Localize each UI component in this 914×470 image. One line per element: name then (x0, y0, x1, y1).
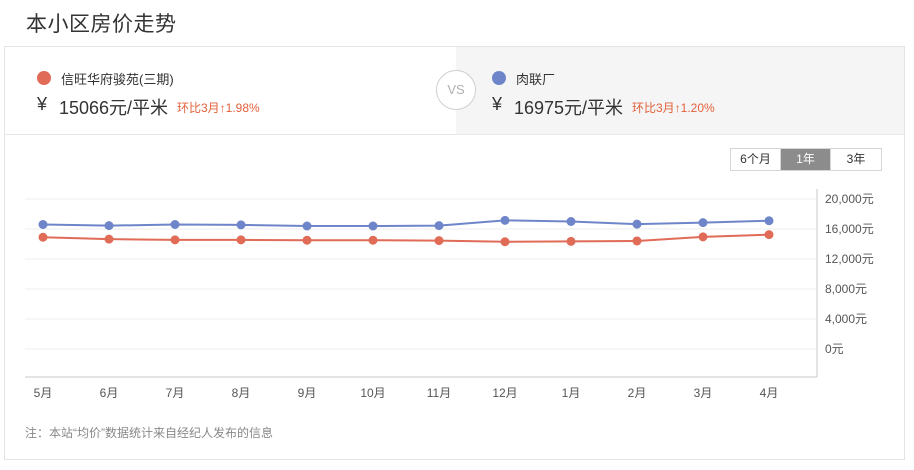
series-1-point (38, 232, 48, 242)
series-0-point (170, 220, 180, 229)
vs-badge: VS (436, 70, 476, 110)
left-change: 环比3月↑1.98% (177, 101, 260, 115)
left-series-dot (37, 71, 51, 85)
series-0-point (434, 221, 444, 231)
left-price: 15066元/平米 (59, 98, 169, 118)
series-1-point (632, 236, 642, 246)
x-tick-label: 5月 (34, 386, 53, 400)
series-1-point (368, 235, 378, 245)
right-currency-symbol: ¥ (492, 94, 503, 114)
x-tick-label: 2月 (628, 386, 647, 400)
x-tick-label: 8月 (232, 386, 251, 400)
y-tick-label: 20,000元 (825, 192, 874, 206)
series-1-point (302, 235, 312, 245)
series-1-point (566, 236, 576, 246)
series-1-point (698, 232, 708, 242)
series-line-1 (42, 233, 770, 243)
series-0-point (698, 218, 708, 228)
x-tick-label: 3月 (694, 386, 713, 400)
series-1-point (170, 235, 180, 245)
range-6-months-button[interactable]: 6个月 (731, 149, 781, 170)
price-trend-chart: 20,000元 16,000元 12,000元 8,000元 4,000元 0元 5月 6月 7… (25, 189, 874, 400)
footnote: 注：本站“均价”数据统计来自经纪人发布的信息 (25, 426, 273, 440)
x-tick-label: 12月 (492, 386, 517, 400)
series-1-point (434, 236, 444, 246)
y-tick-label: 12,000元 (825, 252, 874, 266)
range-3-years-button[interactable]: 3年 (831, 149, 881, 170)
right-price: 16975元/平米 (514, 98, 624, 118)
time-range-selector: 6个月 1年 3年 (730, 148, 882, 171)
y-tick-label: 16,000元 (825, 222, 874, 236)
y-tick-label: 4,000元 (825, 312, 867, 326)
compare-right: 肉联厂 ¥ 16975元/平米 环比3月↑1.20% (456, 47, 904, 134)
series-0-point (566, 217, 576, 226)
y-tick-label: 0元 (825, 342, 844, 356)
series-1-point (500, 237, 510, 247)
right-series-dot (492, 71, 506, 85)
x-tick-label: 6月 (100, 386, 119, 400)
series-1-point (764, 230, 774, 240)
left-currency-symbol: ¥ (37, 94, 48, 114)
compare-header: 信旺华府骏苑(三期) ¥ 15066元/平米 环比3月↑1.98% 肉联厂 ¥ … (5, 47, 904, 135)
range-1-year-button[interactable]: 1年 (781, 149, 831, 170)
series-0-point (302, 221, 312, 231)
left-community-name: 信旺华府骏苑(三期) (61, 72, 174, 87)
series-0-point (38, 220, 48, 229)
series-0-point (632, 219, 642, 229)
x-tick-label: 11月 (427, 386, 451, 400)
page-title: 本小区房价走势 (26, 13, 177, 36)
series-0-point (764, 216, 774, 226)
x-tick-label: 10月 (360, 386, 385, 400)
x-tick-label: 1月 (562, 386, 581, 400)
x-tick-label: 9月 (298, 386, 317, 400)
series-0-point (236, 220, 246, 230)
series-line-0 (42, 219, 770, 227)
series-0-point (368, 221, 378, 231)
series-1-point (104, 234, 114, 244)
x-tick-label: 7月 (166, 386, 185, 400)
price-trend-panel: 信旺华府骏苑(三期) ¥ 15066元/平米 环比3月↑1.98% 肉联厂 ¥ … (4, 46, 905, 460)
right-community-name: 肉联厂 (516, 72, 556, 87)
series-0-point (500, 215, 510, 225)
right-change: 环比3月↑1.20% (632, 101, 715, 115)
series-1-point (236, 235, 246, 245)
x-tick-label: 4月 (760, 386, 779, 400)
compare-left: 信旺华府骏苑(三期) ¥ 15066元/平米 环比3月↑1.98% (5, 47, 456, 134)
series-0-point (104, 221, 114, 231)
y-tick-label: 8,000元 (825, 282, 867, 296)
